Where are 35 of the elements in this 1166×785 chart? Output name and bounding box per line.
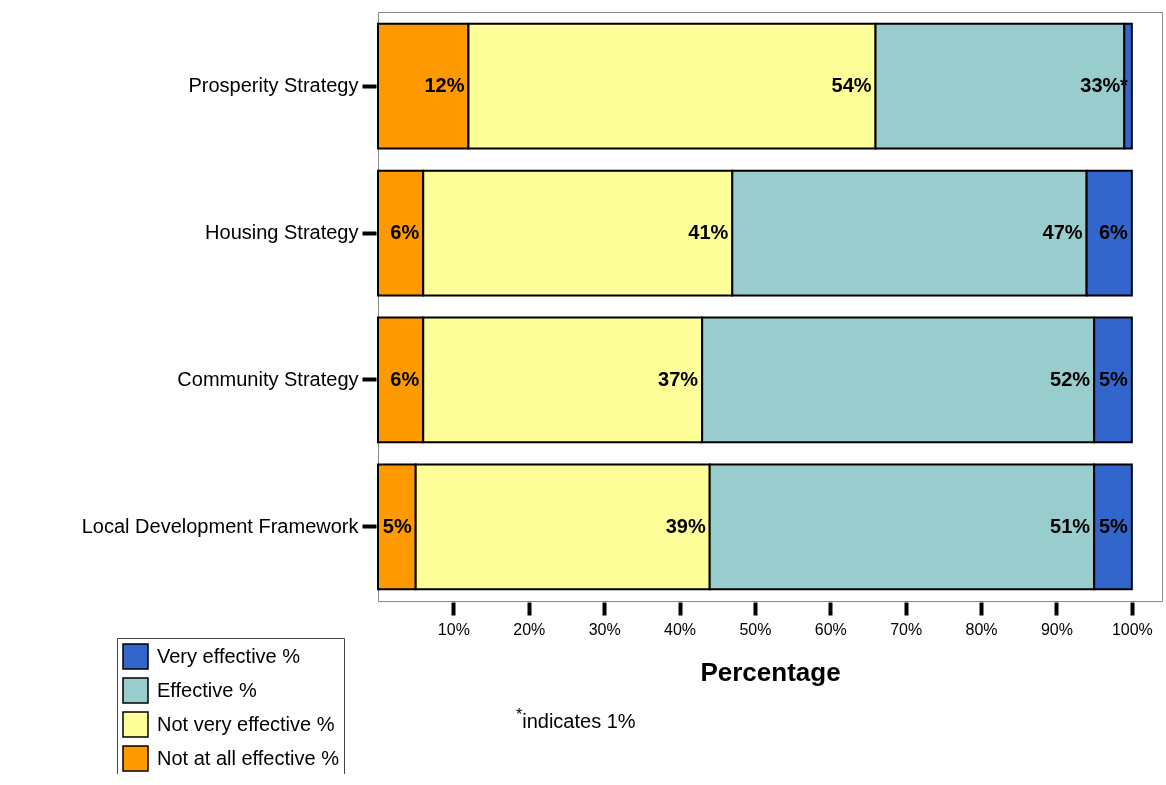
data-label: 5%	[1098, 514, 1129, 537]
data-label: 5%	[382, 514, 412, 537]
data-label: 6%	[390, 367, 420, 390]
data-label: 6%	[1098, 221, 1129, 244]
data-label: 52%	[1050, 367, 1091, 390]
data-label: 41%	[688, 221, 729, 244]
data-label: 51%	[1050, 514, 1091, 537]
legend-label: Not at all effective %	[157, 746, 340, 769]
x-tick-label: 90%	[1040, 620, 1073, 638]
x-axis-title: Percentage	[700, 656, 841, 687]
y-tick-label: Community Strategy	[177, 367, 359, 390]
x-tick-label: 10%	[437, 620, 470, 638]
data-label: 5%	[1098, 367, 1129, 390]
x-tick-label: 50%	[739, 620, 772, 638]
x-tick-label: 80%	[965, 620, 998, 638]
text: $^{*}$indicates 1%	[516, 706, 636, 733]
y-tick-label: Prosperity Strategy	[188, 74, 359, 97]
legend-label: Effective %	[157, 678, 257, 701]
data-label: 54%	[831, 74, 872, 97]
x-tick-label: 100%	[1111, 620, 1153, 638]
data-label: 6%	[390, 221, 420, 244]
data-label: 33%	[1080, 74, 1121, 97]
x-tick-label: 20%	[513, 620, 546, 638]
data-label: 39%	[665, 514, 706, 537]
data-label: 47%	[1042, 221, 1083, 244]
x-tick-label: 40%	[664, 620, 697, 638]
legend-label: Very effective %	[157, 644, 301, 667]
x-tick-label: 70%	[890, 620, 923, 638]
data-label: 37%	[658, 367, 699, 390]
x-tick-label: 30%	[588, 620, 621, 638]
x-tick-label: 60%	[814, 620, 847, 638]
data-label: 12%	[424, 74, 465, 97]
y-tick-label: Housing Strategy	[205, 221, 359, 244]
y-tick-label: Local Development Framework	[81, 514, 360, 537]
legend-label: Not very effective %	[157, 712, 335, 735]
